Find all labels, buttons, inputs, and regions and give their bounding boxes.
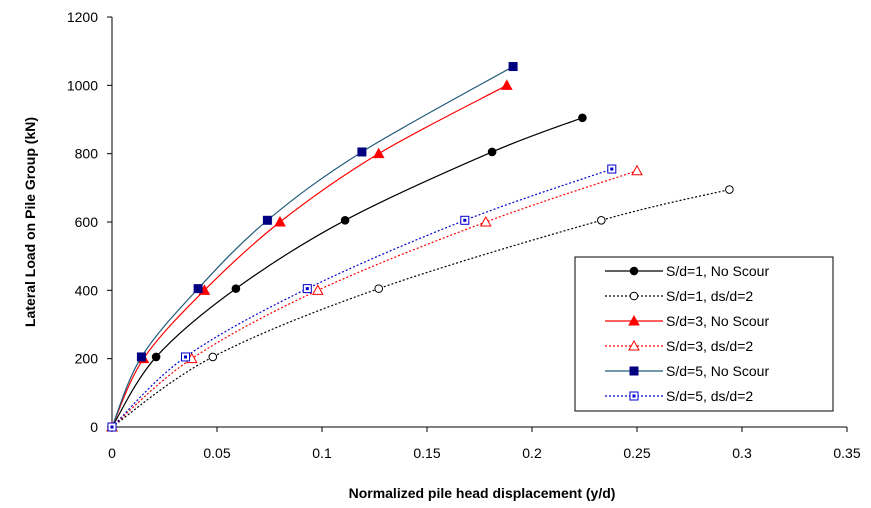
data-point-marker (500, 79, 513, 90)
y-tick-label: 600 (75, 214, 99, 230)
y-tick-label: 1000 (67, 77, 98, 93)
data-point-marker (372, 147, 385, 159)
y-tick-label: 400 (75, 282, 99, 298)
x-tick-label: 0.05 (203, 445, 230, 461)
legend-label: S/d=3, No Scour (666, 313, 769, 329)
data-point-marker (628, 339, 640, 351)
data-point-marker (136, 352, 146, 362)
data-point-marker-dot (610, 167, 614, 171)
data-point-marker (231, 284, 241, 293)
series-6 (107, 164, 617, 432)
y-tick-label: 800 (75, 146, 99, 162)
series-line (111, 84, 508, 428)
x-tick-label: 0 (108, 445, 116, 461)
series-line (111, 188, 730, 428)
data-point-marker (629, 366, 639, 376)
data-point-marker-dot (110, 425, 114, 429)
data-point-marker (208, 352, 218, 362)
series-3 (106, 79, 513, 432)
data-point-marker (578, 113, 587, 123)
y-axis-title: Lateral Load on Pile Group (kN) (22, 117, 38, 327)
data-point-marker (274, 215, 286, 227)
data-point-marker (262, 215, 272, 225)
legend-label: S/d=1, ds/d=2 (666, 288, 753, 304)
data-point-marker-dot (463, 218, 467, 222)
data-point-marker (508, 62, 518, 72)
axes: 0 0.05 0.1 0.15 0.2 0.25 0.3 0.35 0 200 400 600 800 1… (67, 9, 861, 461)
data-point-marker (479, 215, 492, 227)
data-point-marker (631, 164, 643, 176)
data-point-marker (487, 147, 497, 157)
legend-label: S/d=5, ds/d=2 (666, 388, 753, 404)
data-point-marker (628, 314, 640, 326)
y-tick-label: 0 (90, 419, 98, 435)
data-point-marker-dot (305, 287, 309, 291)
legend-label: S/d=5, No Scour (666, 363, 769, 379)
legend-label: S/d=1, No Scour (666, 263, 769, 279)
data-point-marker (597, 215, 606, 225)
x-tick-label: 0.25 (623, 445, 650, 461)
x-tick-label: 0.2 (522, 445, 542, 461)
data-point-marker (151, 352, 161, 362)
x-tick-label: 0.35 (833, 445, 860, 461)
data-point-marker-dot (184, 355, 187, 359)
x-axis-title: Normalized pile head displacement (y/d) (349, 485, 616, 501)
legend-item: S/d=5, No Scour (605, 363, 769, 379)
x-tick-label: 0.3 (732, 445, 752, 461)
series-layer (106, 62, 734, 432)
data-point-marker (725, 185, 734, 194)
data-point-marker (311, 284, 324, 295)
series-line (111, 117, 583, 428)
series-line (111, 168, 612, 428)
data-point-marker-dot (632, 394, 636, 398)
data-point-marker (357, 147, 367, 157)
data-point-marker (374, 284, 384, 293)
y-tick-label: 1200 (67, 9, 98, 25)
legend-label: S/d=3, ds/d=2 (666, 338, 753, 354)
legend-box (574, 256, 834, 412)
x-tick-label: 0.15 (413, 445, 440, 461)
y-tick-label: 200 (75, 351, 99, 367)
data-point-marker (193, 284, 203, 294)
data-point-marker (629, 291, 639, 301)
legend: S/d=1, No Scour S/d=1, ds/d=2 S/d=3, No Sc… (574, 256, 834, 412)
legend-item: S/d=3, ds/d=2 (605, 338, 753, 354)
legend-item: S/d=5, ds/d=2 (605, 388, 753, 404)
x-tick-label: 0.1 (312, 445, 332, 461)
legend-item: S/d=3, No Scour (605, 313, 769, 329)
data-point-marker (340, 215, 350, 225)
series-line (111, 170, 638, 428)
legend-item: S/d=1, ds/d=2 (605, 288, 753, 304)
legend-item: S/d=1, No Scour (605, 263, 769, 279)
data-point-marker (629, 266, 639, 276)
